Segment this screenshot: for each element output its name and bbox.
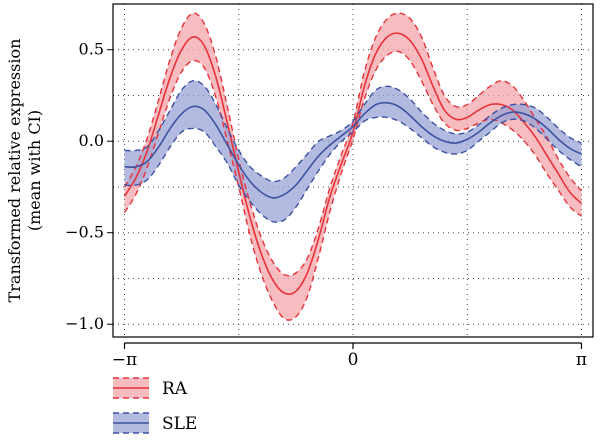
legend-item-ra: RA: [113, 377, 188, 399]
x-tick-label-1: 0: [348, 350, 359, 370]
y-tick-label-2: −0.5: [65, 223, 104, 242]
sle-upper-ci-line: [124, 80, 582, 183]
series-lines: [123, 12, 583, 321]
ra-mean-line: [123, 32, 583, 295]
x-axis: −π 0 π: [112, 342, 587, 370]
plot-frame: [112, 3, 594, 338]
y-axis-label-line1: Transformed relative expression: [5, 39, 24, 303]
y-axis: 0.5 0.0 −0.5 −1.0: [65, 40, 113, 333]
y-tick-label-1: 0.0: [79, 131, 104, 150]
y-axis-label: Transformed relative expression (mean wi…: [5, 39, 44, 303]
sle-lower-ci-line: [124, 116, 582, 223]
sle-mean-line: [124, 101, 582, 199]
y-tick-label-3: −1.0: [65, 314, 104, 333]
ra-upper-ci-line: [123, 12, 583, 277]
legend-label-ra: RA: [162, 379, 188, 399]
x-tick-label-0: −π: [112, 350, 137, 370]
x-tick-label-2: π: [576, 350, 587, 370]
y-axis-label-line2: (mean with CI): [25, 110, 44, 231]
legend-item-sle: SLE: [113, 412, 197, 434]
ra-lower-ci-line: [123, 50, 582, 321]
legend: RA SLE: [113, 377, 197, 434]
grid: [113, 4, 593, 337]
legend-label-sle: SLE: [162, 414, 197, 434]
y-tick-label-0: 0.5: [79, 40, 104, 59]
